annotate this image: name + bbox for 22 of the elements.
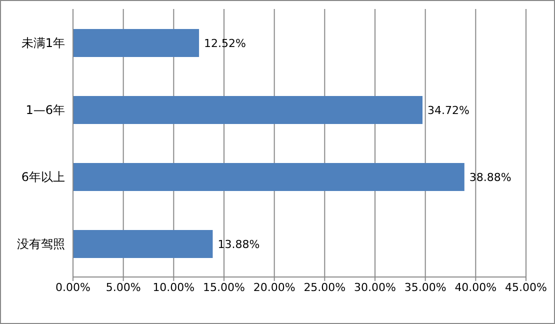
y-tick-label: 未满1年 <box>21 36 65 50</box>
x-tick-label: 40.00% <box>454 280 497 294</box>
bar <box>73 96 423 124</box>
x-tick-label: 5.00% <box>106 280 141 294</box>
y-tick-label: 6年以上 <box>21 170 65 184</box>
data-label: 12.52% <box>204 37 246 50</box>
data-label: 13.88% <box>218 238 260 251</box>
y-tick-label: 没有驾照 <box>17 236 65 251</box>
x-tick-label: 45.00% <box>505 280 547 294</box>
x-tick-label: 0.00% <box>56 280 90 294</box>
x-tick-label: 25.00% <box>304 280 346 294</box>
x-tick-label: 10.00% <box>152 280 195 294</box>
x-tick-label: 20.00% <box>253 280 296 294</box>
bar <box>73 230 213 258</box>
bar <box>73 29 200 57</box>
data-label: 34.72% <box>428 104 470 117</box>
x-tick-label: 30.00% <box>354 280 396 294</box>
y-tick-label: 1—6年 <box>26 102 65 117</box>
data-label: 38.88% <box>469 171 512 184</box>
bar <box>73 163 464 191</box>
x-tick-label: 35.00% <box>404 280 446 294</box>
x-tick-label: 15.00% <box>203 280 245 294</box>
